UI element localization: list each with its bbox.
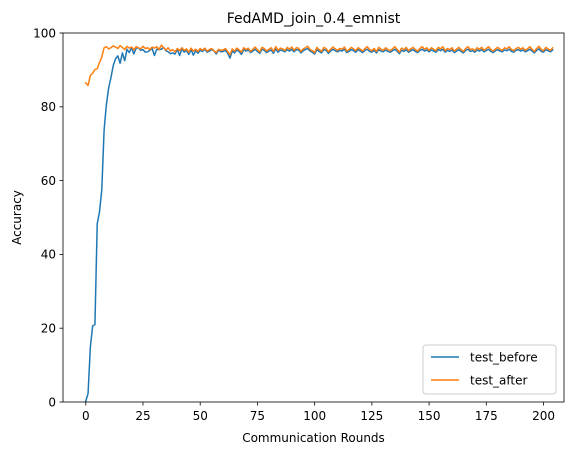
x-tick-label: 50 [193,409,208,423]
y-tick-label: 60 [41,174,56,188]
y-axis: 0 20 40 60 80 100 [33,26,63,409]
y-tick-label: 0 [48,395,56,409]
series-layer [84,44,554,403]
chart-title: FedAMD_join_0.4_emnist [227,11,401,27]
y-tick-label: 20 [41,322,56,336]
x-tick-label: 200 [532,409,555,423]
x-tick-label: 25 [135,409,150,423]
x-tick-label: 75 [250,409,265,423]
legend: test_before test_after [422,344,557,395]
legend-label-test-after: test_after [470,374,528,388]
y-tick-label: 40 [41,248,56,262]
x-axis: 0 25 50 75 100 125 150 175 200 [82,402,555,423]
y-axis-label: Accuracy [10,190,24,245]
x-tick-label: 100 [303,409,326,423]
x-tick-label: 0 [82,409,90,423]
plot-background [63,33,564,402]
plot-frame [62,32,565,403]
x-tick-label: 125 [360,409,383,423]
series-line-test-after [84,44,554,87]
x-tick-label: 150 [418,409,441,423]
x-tick-label: 175 [475,409,498,423]
y-tick-label: 80 [41,100,56,114]
legend-label-test-before: test_before [470,351,538,365]
plot-area [62,32,565,403]
x-axis-label: Communication Rounds [242,431,385,445]
y-tick-label: 100 [33,26,56,40]
